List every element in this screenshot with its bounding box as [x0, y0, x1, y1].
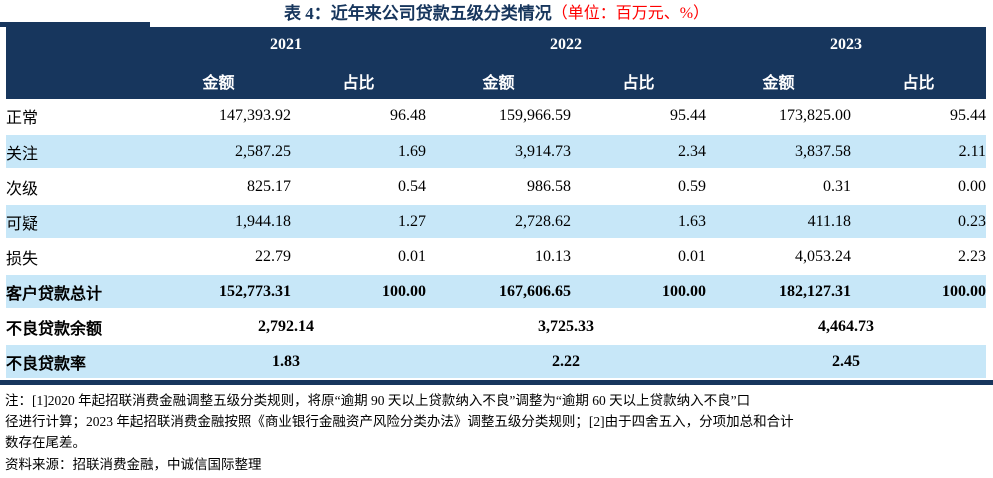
- table-notes: 注：[1]2020 年起招联消费金融调整五级分类规则，将原“逾期 90 天以上贷…: [0, 385, 993, 475]
- table-title-text: 表 4：近年来公司贷款五级分类情况: [283, 4, 552, 23]
- year-header-2023: 2023: [706, 27, 986, 63]
- year-header-2021: 2021: [146, 27, 426, 63]
- cell-ratio: 1.69: [291, 134, 426, 170]
- cell-ratio: 2.11: [851, 134, 986, 170]
- cell-ratio: 96.48: [291, 99, 426, 135]
- row-label: 次级: [6, 169, 146, 205]
- subheader-ratio-2021: 占比: [291, 63, 426, 99]
- cell-ratio: 95.44: [851, 99, 986, 135]
- note-line-2: 径进行计算；2023 年起招联消费金融按照《商业银行金融资产风险分类办法》调整五…: [5, 414, 794, 429]
- title-left-rule: [0, 22, 150, 27]
- table-title-unit: （单位：百万元、%）: [551, 5, 710, 22]
- cell-amount: 1,944.18: [146, 204, 291, 240]
- cell-amount: 2,587.25: [146, 134, 291, 170]
- note-line-1: 注：[1]2020 年起招联消费金融调整五级分类规则，将原“逾期 90 天以上贷…: [5, 393, 751, 408]
- cell-npl-balance-2022: 3,725.33: [426, 309, 706, 345]
- header-empty-cell: [6, 27, 146, 63]
- row-label: 不良贷款率: [6, 344, 146, 380]
- subheader-ratio-2023: 占比: [851, 63, 986, 99]
- cell-amount: 152,773.31: [146, 274, 291, 310]
- loan-classification-table: 2021 2022 2023 金额 占比 金额 占比 金额 占比 正常 147,…: [6, 27, 986, 380]
- table-header: 2021 2022 2023 金额 占比 金额 占比 金额 占比: [6, 27, 986, 99]
- cell-amount: 3,914.73: [426, 134, 571, 170]
- cell-amount: 2,728.62: [426, 204, 571, 240]
- table-row-doubtful: 可疑 1,944.18 1.27 2,728.62 1.63 411.18 0.…: [6, 204, 986, 240]
- subheader-amount-2023: 金额: [706, 63, 851, 99]
- cell-amount: 825.17: [146, 169, 291, 205]
- table-row-total-loans: 客户贷款总计 152,773.31 100.00 167,606.65 100.…: [6, 274, 986, 310]
- row-label: 损失: [6, 239, 146, 275]
- cell-ratio: 0.23: [851, 204, 986, 240]
- cell-amount: 4,053.24: [706, 239, 851, 275]
- header-empty-cell: [6, 63, 146, 99]
- row-label: 关注: [6, 134, 146, 170]
- cell-amount: 147,393.92: [146, 99, 291, 135]
- cell-amount: 173,825.00: [706, 99, 851, 135]
- cell-ratio: 0.01: [571, 239, 706, 275]
- row-label: 不良贷款余额: [6, 309, 146, 345]
- cell-amount: 182,127.31: [706, 274, 851, 310]
- cell-ratio: 1.27: [291, 204, 426, 240]
- row-label: 客户贷款总计: [6, 274, 146, 310]
- cell-ratio: 100.00: [291, 274, 426, 310]
- subheader-row: 金额 占比 金额 占比 金额 占比: [6, 63, 986, 99]
- subheader-ratio-2022: 占比: [571, 63, 706, 99]
- cell-ratio: 100.00: [571, 274, 706, 310]
- table-row-attention: 关注 2,587.25 1.69 3,914.73 2.34 3,837.58 …: [6, 134, 986, 170]
- cell-ratio: 0.00: [851, 169, 986, 205]
- subheader-amount-2021: 金额: [146, 63, 291, 99]
- cell-amount: 167,606.65: [426, 274, 571, 310]
- cell-ratio: 0.59: [571, 169, 706, 205]
- year-header-row: 2021 2022 2023: [6, 27, 986, 63]
- cell-amount: 159,966.59: [426, 99, 571, 135]
- table-row-substandard: 次级 825.17 0.54 986.58 0.59 0.31 0.00: [6, 169, 986, 205]
- cell-npl-balance-2021: 2,792.14: [146, 309, 426, 345]
- row-label: 正常: [6, 99, 146, 135]
- table-row-npl-balance: 不良贷款余额 2,792.14 3,725.33 4,464.73: [6, 309, 986, 345]
- cell-amount: 3,837.58: [706, 134, 851, 170]
- cell-npl-ratio-2022: 2.22: [426, 344, 706, 380]
- year-header-2022: 2022: [426, 27, 706, 63]
- cell-npl-ratio-2021: 1.83: [146, 344, 426, 380]
- cell-ratio: 1.63: [571, 204, 706, 240]
- cell-amount: 411.18: [706, 204, 851, 240]
- cell-ratio: 0.01: [291, 239, 426, 275]
- table-row-npl-ratio: 不良贷款率 1.83 2.22 2.45: [6, 344, 986, 380]
- cell-ratio: 0.54: [291, 169, 426, 205]
- cell-amount: 986.58: [426, 169, 571, 205]
- cell-ratio: 95.44: [571, 99, 706, 135]
- table-title: 表 4：近年来公司贷款五级分类情况 （单位：百万元、%）: [0, 0, 993, 27]
- row-label: 可疑: [6, 204, 146, 240]
- table-row-loss: 损失 22.79 0.01 10.13 0.01 4,053.24 2.23: [6, 239, 986, 275]
- cell-amount: 10.13: [426, 239, 571, 275]
- table-bottom-rule: [0, 380, 993, 385]
- cell-ratio: 2.34: [571, 134, 706, 170]
- table-row-normal: 正常 147,393.92 96.48 159,966.59 95.44 173…: [6, 99, 986, 135]
- source-line: 资料来源：招联消费金融，中诚信国际整理: [5, 457, 262, 472]
- cell-amount: 22.79: [146, 239, 291, 275]
- cell-amount: 0.31: [706, 169, 851, 205]
- cell-ratio: 100.00: [851, 274, 986, 310]
- cell-npl-ratio-2023: 2.45: [706, 344, 986, 380]
- subheader-amount-2022: 金额: [426, 63, 571, 99]
- cell-npl-balance-2023: 4,464.73: [706, 309, 986, 345]
- note-line-3: 数存在尾差。: [5, 435, 86, 450]
- cell-ratio: 2.23: [851, 239, 986, 275]
